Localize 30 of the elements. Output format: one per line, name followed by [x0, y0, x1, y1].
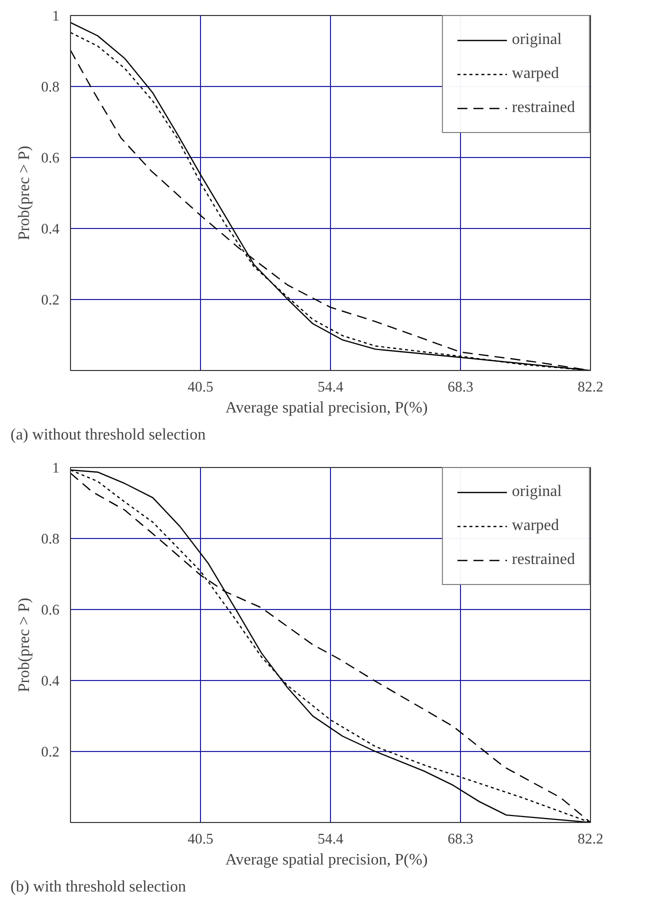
- y-axis-title: Prob(prec > P): [16, 598, 34, 692]
- y-tick-label: 0.6: [41, 150, 60, 166]
- y-tick-label: 0.4: [41, 674, 60, 690]
- x-axis-title: Average spatial precision, P(%): [225, 400, 428, 416]
- y-tick-label: 0.8: [41, 532, 60, 548]
- x-tick-label: 68.3: [448, 832, 474, 848]
- x-tick-label: 40.5: [188, 832, 214, 848]
- legend-label: warped: [512, 517, 560, 535]
- y-tick-label: 0.4: [41, 222, 60, 238]
- y-tick-label: 0.6: [41, 602, 60, 618]
- x-axis-title: Average spatial precision, P(%): [225, 852, 428, 868]
- y-tick-label: 0.2: [41, 744, 60, 760]
- y-tick-label: 1: [52, 8, 60, 24]
- legend-label: original: [512, 31, 562, 49]
- legend-label: restrained: [512, 99, 575, 117]
- text: (b) with threshold selection: [10, 878, 186, 896]
- legend-label: original: [512, 483, 562, 501]
- x-tick-label: 54.4: [318, 380, 344, 396]
- y-tick-label: 0.8: [41, 80, 60, 96]
- x-tick-label: 68.3: [448, 380, 474, 396]
- x-tick-label: 82.2: [578, 380, 604, 396]
- x-tick-label: 82.2: [578, 832, 604, 848]
- legend-label: warped: [512, 65, 560, 83]
- x-tick-label: 54.4: [318, 832, 344, 848]
- y-tick-label: 0.2: [41, 292, 60, 308]
- y-tick-label: 1: [52, 460, 60, 476]
- x-tick-label: 40.5: [188, 380, 214, 396]
- y-axis-title: Prob(prec > P): [16, 146, 34, 240]
- legend-label: restrained: [512, 551, 575, 569]
- text: (a) without threshold selection: [10, 426, 206, 444]
